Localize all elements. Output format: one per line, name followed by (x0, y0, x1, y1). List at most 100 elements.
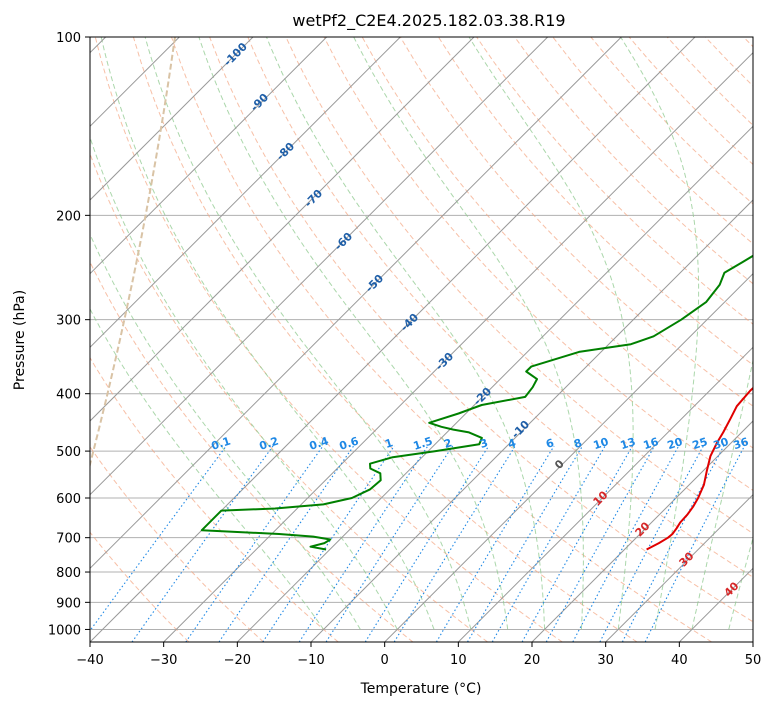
isotherm-line (678, 567, 753, 642)
moist-adiabat (90, 233, 361, 630)
mixing-ratio-label: 10 (592, 435, 611, 452)
mixing-ratio-line (131, 445, 274, 642)
isotherm-line (90, 37, 328, 275)
x-tick-label: −40 (76, 653, 103, 668)
isotherm-line (531, 420, 753, 642)
mixing-ratio-label: 8 (572, 436, 583, 451)
x-axis: −40 −30 −20 −10 0 10 20 30 40 50 (76, 642, 761, 668)
mixing-ratio-line (621, 445, 725, 642)
dry-adiabats (90, 37, 753, 642)
dry-adiabat (590, 37, 753, 205)
x-tick-label: 20 (524, 653, 541, 668)
moist-adiabat (144, 37, 472, 630)
sounding-profiles (200, 254, 753, 551)
y-tick-label: 400 (56, 388, 81, 403)
mixing-ratio-line (185, 445, 324, 642)
isotherm-line (384, 272, 753, 642)
dry-adiabat (437, 37, 753, 366)
y-tick-label: 300 (56, 314, 81, 329)
mixing-ratio-label: 3 (478, 436, 489, 451)
x-axis-title: Temperature (°C) (360, 681, 482, 697)
moist-adiabat (691, 358, 753, 630)
mixing-ratio-line (218, 445, 355, 642)
x-tick-label: 30 (597, 653, 614, 668)
isotherm-line (90, 37, 696, 642)
dry-adiabat (743, 37, 753, 48)
dry-adiabat (90, 531, 190, 642)
mixing-ratio-label: 36 (732, 435, 751, 452)
x-tick-label: 50 (745, 653, 762, 668)
mixing-ratio-line (521, 445, 633, 642)
mixing-ratio-line (393, 445, 516, 642)
isotherms (90, 37, 753, 642)
dry-adiabat (90, 152, 488, 642)
dry-adiabat (90, 356, 339, 642)
moist-adiabat (620, 37, 700, 630)
y-tick-label: 800 (56, 566, 81, 581)
isotherm-line (163, 51, 753, 642)
x-tick-label: 0 (381, 653, 389, 668)
isotherm-line (605, 493, 753, 642)
moist-adiabat (100, 37, 435, 630)
mixing-ratio-label: 13 (619, 435, 638, 452)
isotherm-line (90, 37, 401, 349)
isotherm-label: 20 (633, 519, 653, 539)
moist-adiabat (728, 536, 753, 630)
x-tick-label: 10 (450, 653, 467, 668)
mixing-ratio-label: 1.5 (412, 434, 435, 452)
chart-title: wetPf2_C2E4.2025.182.03.38.R19 (292, 11, 565, 31)
mixing-ratio-line (599, 445, 704, 642)
mixing-ratio-label: 2 (442, 436, 453, 451)
dry-adiabat (209, 37, 753, 623)
surface-curve (90, 37, 176, 469)
isotherm-label: 0 (552, 457, 567, 472)
x-tick-label: −20 (224, 653, 251, 668)
dry-adiabat (514, 37, 753, 285)
x-tick-label: −30 (150, 653, 177, 668)
mixing-ratio-label: 30 (712, 435, 731, 452)
pressure-gridlines (90, 37, 753, 630)
mixing-ratio-labels: 0.1 0.2 0.4 0.6 1 1.5 2 3 4 6 8 10 13 16 20 25 30 36 (210, 434, 751, 452)
temperature-line (646, 386, 753, 551)
mixing-ratio-label: 0.1 (210, 434, 233, 452)
plot-area: -100-90-80-70-60-50-40-30-20-10010203040… (90, 37, 753, 642)
y-tick-label: 600 (56, 492, 81, 507)
mixing-ratio-label: 16 (642, 435, 661, 452)
mixing-ratio-line (467, 445, 584, 642)
y-tick-label: 100 (56, 31, 81, 46)
dry-adiabat (285, 37, 753, 535)
isotherm-label: -90 (248, 91, 271, 114)
moist-adiabat (198, 37, 509, 630)
mixing-ratio-line (364, 445, 490, 642)
dry-adiabat (552, 37, 753, 245)
mixing-ratio-line (435, 445, 555, 642)
surface-curve-line (90, 37, 176, 469)
mixing-ratio-line (545, 445, 656, 642)
isotherm-line (457, 346, 753, 642)
x-tick-label: 40 (671, 653, 688, 668)
isotherm-label: 30 (677, 549, 697, 569)
dry-adiabat (132, 37, 638, 642)
moist-adiabats (90, 37, 753, 630)
mixing-ratio-lines (90, 445, 746, 642)
isotherm-label: 10 (591, 488, 611, 508)
dry-adiabat (90, 260, 414, 642)
isotherm-line (752, 641, 753, 642)
moist-adiabat (90, 135, 398, 630)
y-tick-label: 1000 (48, 623, 81, 638)
y-tick-label: 500 (56, 445, 81, 460)
moist-adiabat (90, 308, 324, 630)
plot-frame (89, 36, 754, 643)
y-axis-title: Pressure (hPa) (12, 290, 28, 390)
isotherm-line (90, 37, 622, 570)
y-tick-label: 900 (56, 596, 81, 611)
mixing-ratio-label: 6 (544, 436, 556, 451)
moist-adiabat (468, 37, 634, 630)
dry-adiabat (94, 37, 563, 642)
mixing-ratio-line (262, 445, 395, 642)
dry-adiabat (323, 37, 753, 491)
mixing-ratio-line (325, 445, 454, 642)
mixing-ratio-line (572, 445, 680, 642)
dewpoint-line (200, 254, 753, 551)
